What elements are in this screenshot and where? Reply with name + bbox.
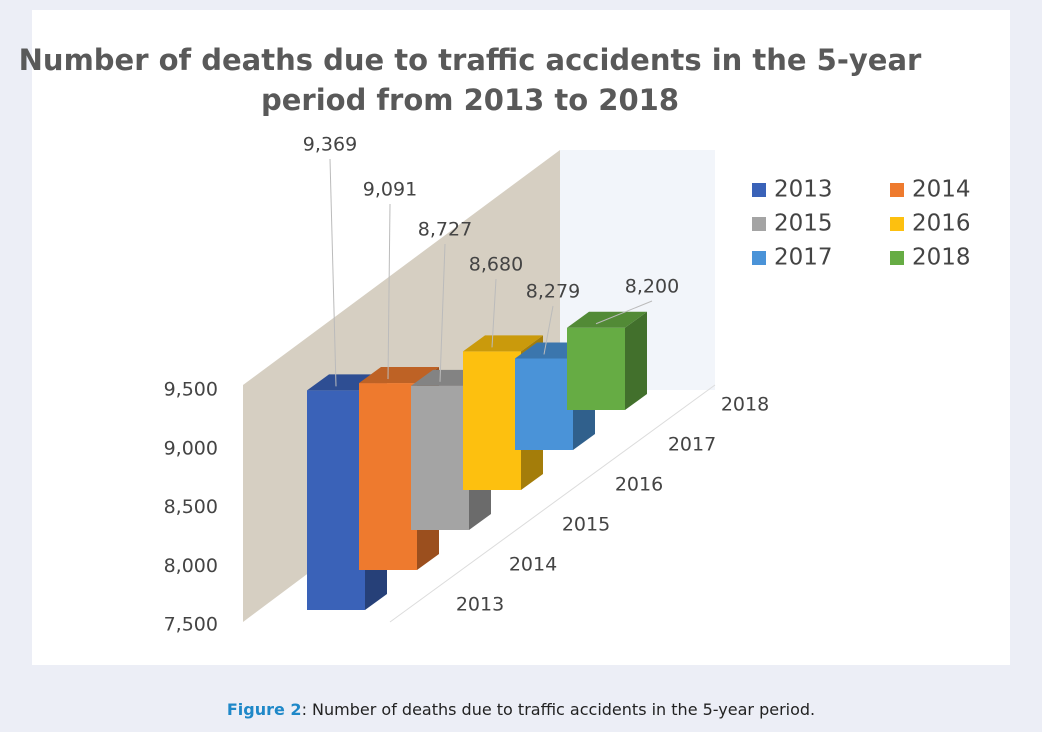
legend-swatch — [890, 251, 904, 265]
leader-line — [329, 158, 337, 387]
bar — [463, 351, 521, 490]
x-tick-label: 2015 — [562, 514, 610, 536]
data-label: 8,680 — [469, 254, 523, 276]
data-label: 9,369 — [303, 134, 357, 156]
caption: Figure 2: Number of deaths due to traffi… — [227, 700, 815, 719]
leader-line — [595, 300, 653, 325]
bar — [411, 385, 469, 530]
legend-label: 2014 — [912, 177, 971, 203]
leader-line — [439, 243, 446, 382]
x-tick-label: 2016 — [615, 474, 663, 496]
caption-label: Figure 2 — [227, 700, 302, 719]
legend-label: 2018 — [912, 245, 971, 271]
bar — [515, 358, 573, 450]
x-tick-label: 2018 — [721, 394, 769, 416]
y-tick-label: 8,500 — [164, 496, 218, 518]
x-tick-label: 2013 — [456, 594, 504, 616]
y-tick-label: 9,000 — [164, 437, 218, 459]
bar — [359, 383, 417, 570]
legend-label: 2013 — [774, 177, 833, 203]
y-tick-label: 8,000 — [164, 555, 218, 577]
legend-label: 2015 — [774, 211, 833, 237]
legend-swatch — [752, 217, 766, 231]
chart-title: period from 2013 to 2018 — [261, 83, 679, 117]
data-label: 9,091 — [363, 179, 417, 201]
x-tick-label: 2017 — [668, 434, 716, 456]
leader-line — [543, 305, 554, 355]
bar-top — [463, 335, 543, 352]
y-tick-label: 9,500 — [164, 379, 218, 401]
legend-label: 2016 — [912, 211, 971, 237]
bar — [307, 390, 365, 610]
data-label: 8,200 — [625, 276, 679, 298]
bar — [567, 327, 625, 410]
legend-swatch — [752, 183, 766, 197]
bar-top — [359, 367, 439, 384]
legend-swatch — [890, 183, 904, 197]
legend-swatch — [890, 217, 904, 231]
leader-line — [491, 278, 497, 348]
data-label: 8,279 — [526, 281, 580, 303]
leader-line — [387, 203, 391, 380]
legend-swatch — [752, 251, 766, 265]
y-tick-label: 7,500 — [164, 614, 218, 636]
chart-title: Number of deaths due to traffic accident… — [19, 43, 922, 77]
data-label: 8,727 — [418, 219, 472, 241]
floor-edge — [389, 384, 716, 623]
caption-text: : Number of deaths due to traffic accide… — [302, 700, 816, 719]
x-tick-label: 2014 — [509, 554, 557, 576]
legend-label: 2017 — [774, 245, 833, 271]
bar-side — [625, 311, 647, 410]
